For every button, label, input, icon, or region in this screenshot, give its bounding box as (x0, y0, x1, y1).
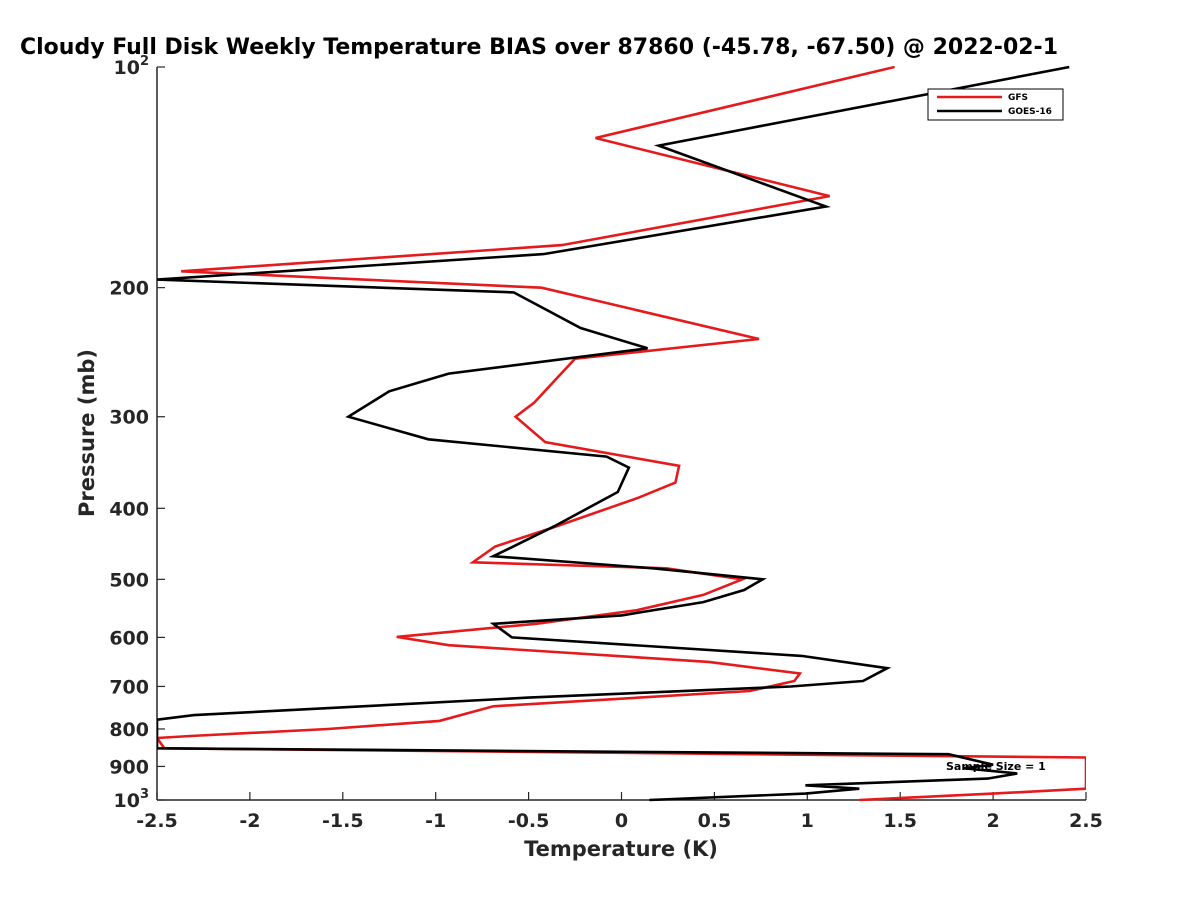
x-tick-label: 1.5 (883, 810, 917, 832)
x-axis-label: Temperature (K) (524, 837, 718, 861)
legend: GFS GOES-16 (927, 88, 1064, 121)
y-tick-label: 900 (109, 756, 149, 778)
legend-label-gfs: GFS (1008, 93, 1028, 103)
chart-title: Cloudy Full Disk Weekly Temperature BIAS… (20, 35, 1058, 60)
y-ticks: 102 200 300 400 500 600 700 800 900 103 (109, 54, 165, 812)
y-axis-label: Pressure (mb) (75, 349, 99, 517)
x-tick-label: 0 (615, 810, 628, 832)
x-tick-label: 2.5 (1069, 810, 1103, 832)
x-tick-label: -1.5 (322, 810, 364, 832)
y-tick-label: 400 (109, 498, 149, 520)
sample-size-annotation: Sample Size = 1 (946, 760, 1046, 773)
x-tick-label: 0.5 (698, 810, 732, 832)
x-tick-label: -2.5 (136, 810, 178, 832)
x-ticks: -2.5 -2 -1.5 -1 -0.5 0 0.5 1 1.5 2 2.5 (136, 792, 1103, 832)
y-tick-label: 500 (109, 569, 149, 591)
y-tick-label: 600 (109, 627, 149, 649)
y-tick-label: 102 (114, 54, 150, 79)
y-tick-label: 300 (109, 407, 149, 429)
x-tick-label: -2 (239, 810, 260, 832)
series-layer (157, 65, 1086, 802)
x-tick-label: 1 (801, 810, 814, 832)
series-line-goes16 (157, 65, 1070, 802)
x-tick-label: 2 (986, 810, 999, 832)
legend-box (927, 88, 1064, 121)
y-tick-label: 200 (109, 278, 149, 300)
y-tick-label: 103 (114, 787, 150, 812)
y-tick-label: 700 (109, 676, 149, 698)
legend-label-goes16: GOES-16 (1008, 107, 1052, 117)
series-line-gfs (157, 65, 1086, 802)
axes (156, 67, 1086, 801)
x-tick-label: -0.5 (508, 810, 550, 832)
y-tick-label: 800 (109, 719, 149, 741)
x-tick-label: -1 (425, 810, 446, 832)
